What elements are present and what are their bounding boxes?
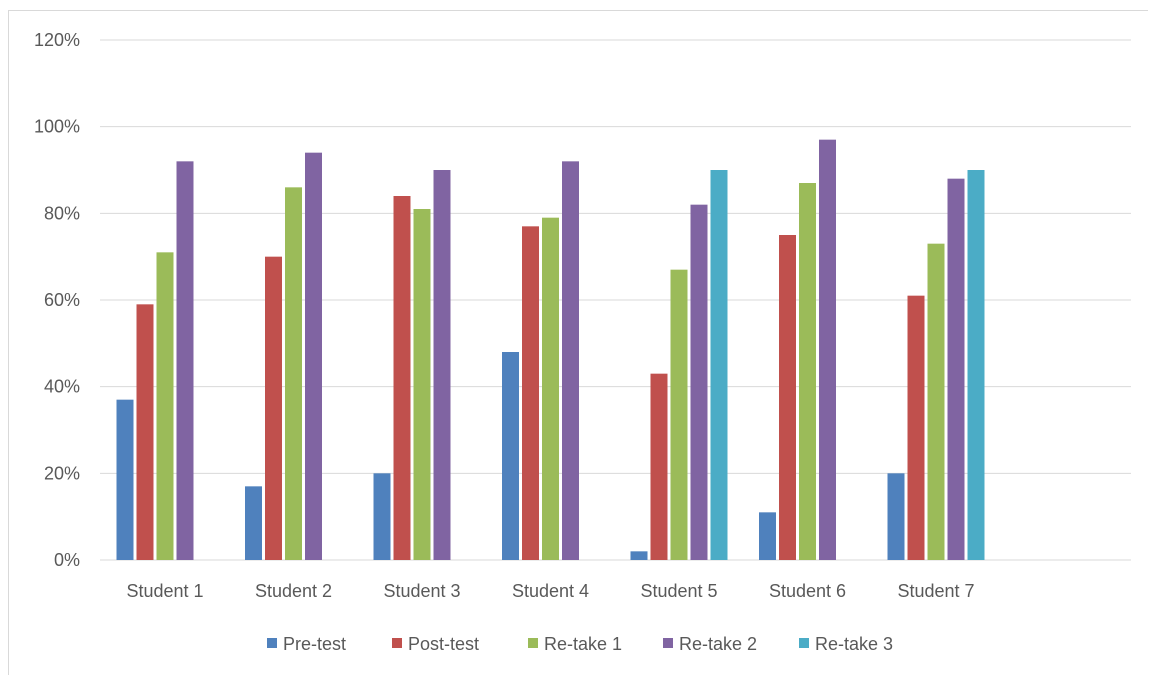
bar-re-take-2-student-6: [819, 139, 836, 560]
y-tick-label: 120%: [34, 30, 80, 50]
bar-re-take-1-student-5: [670, 269, 688, 560]
bar-pre-test-student-1: [116, 399, 134, 560]
legend-swatch: [799, 638, 809, 648]
x-axis: Student 1 Student 2 Student 3 Student 4 Stud…: [126, 581, 974, 601]
bar-post-test-student-7: [907, 295, 925, 560]
bars: [116, 139, 985, 561]
bar-post-test-student-3: [393, 196, 411, 560]
legend-swatch: [267, 638, 277, 648]
x-tick-label: Student 7: [897, 581, 974, 601]
legend-label: Re-take 3: [815, 634, 893, 654]
bar-re-take-3-student-5: [710, 170, 728, 560]
bar-re-take-1-student-3: [413, 209, 431, 560]
bar-pre-test-student-6: [759, 512, 776, 560]
legend-label: Pre-test: [283, 634, 346, 654]
legend-swatch: [663, 638, 673, 648]
legend-label: Post-test: [408, 634, 479, 654]
x-tick-label: Student 2: [255, 581, 332, 601]
bar-post-test-student-6: [779, 235, 796, 560]
legend-label: Re-take 1: [544, 634, 622, 654]
bar-re-take-1-student-1: [156, 252, 174, 561]
bar-re-take-2-student-3: [433, 170, 451, 560]
legend-swatch: [528, 638, 538, 648]
y-tick-label: 80%: [44, 203, 80, 223]
y-tick-label: 40%: [44, 377, 80, 397]
bar-pre-test-student-7: [887, 473, 905, 560]
x-tick-label: Student 3: [383, 581, 460, 601]
bar-pre-test-student-3: [373, 473, 391, 560]
y-tick-label: 20%: [44, 463, 80, 483]
bar-post-test-student-5: [650, 373, 668, 560]
legend-label: Re-take 2: [679, 634, 757, 654]
x-tick-label: Student 4: [512, 581, 589, 601]
bar-re-take-2-student-5: [690, 204, 708, 560]
bar-re-take-2-student-2: [305, 152, 322, 560]
bar-post-test-student-1: [136, 304, 154, 560]
bar-re-take-1-student-6: [799, 183, 816, 560]
bar-re-take-2-student-7: [947, 178, 965, 560]
y-tick-label: 60%: [44, 290, 80, 310]
y-tick-label: 100%: [34, 117, 80, 137]
chart-frame: [8, 10, 1148, 675]
x-tick-label: Student 1: [126, 581, 203, 601]
bar-re-take-2-student-4: [562, 161, 579, 561]
bar-post-test-student-4: [522, 226, 539, 561]
bar-pre-test-student-2: [245, 486, 262, 560]
y-axis: 0% 20% 40% 60% 80% 100% 120%: [34, 30, 80, 570]
bar-re-take-1-student-7: [927, 243, 945, 560]
bar-pre-test-student-4: [502, 352, 519, 560]
x-tick-label: Student 5: [640, 581, 717, 601]
legend: Pre-test Post-test Re-take 1 Re-take 2 Re-ta…: [267, 634, 893, 654]
x-tick-label: Student 6: [769, 581, 846, 601]
bar-re-take-1-student-2: [285, 187, 302, 561]
bar-pre-test-student-5: [630, 551, 648, 560]
y-tick-label: 0%: [54, 550, 80, 570]
bar-re-take-1-student-4: [542, 217, 559, 560]
bar-post-test-student-2: [265, 256, 282, 560]
bar-re-take-2-student-1: [176, 161, 194, 561]
legend-swatch: [392, 638, 402, 648]
bar-re-take-3-student-7: [967, 170, 985, 560]
